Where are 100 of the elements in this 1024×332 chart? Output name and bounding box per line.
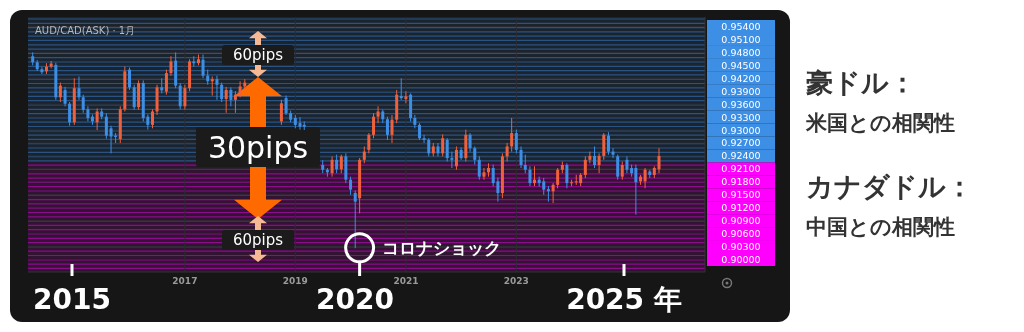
candlestick (201, 54, 205, 79)
candlestick (68, 101, 72, 127)
candlestick (128, 66, 132, 91)
candlestick (657, 147, 661, 174)
candlestick (505, 142, 509, 163)
candlestick (109, 125, 113, 154)
candlestick (482, 167, 486, 181)
candlestick (284, 95, 288, 116)
candlestick (279, 99, 283, 126)
text: 米国との相関性 (805, 111, 955, 135)
candlestick (593, 145, 597, 169)
candlestick (450, 151, 454, 169)
y-tick-label: 0.92700 (721, 137, 761, 149)
candlestick (169, 55, 173, 77)
y-tick-label: 0.92100 (721, 163, 761, 175)
candlestick (523, 154, 527, 174)
candlestick (376, 105, 380, 124)
candlestick (528, 165, 532, 187)
candlestick (224, 86, 228, 114)
candlestick (473, 145, 477, 166)
candlestick (519, 145, 523, 169)
y-tick-label: 0.90000 (721, 253, 761, 265)
candlestick (372, 112, 376, 139)
candlestick (422, 134, 426, 144)
candlestick (63, 86, 67, 107)
candlestick (220, 82, 224, 103)
text: カナダドル： (806, 171, 973, 202)
annotation: コロナショック (381, 237, 501, 258)
text: 中国との相関性 (806, 215, 955, 239)
candlestick (634, 164, 638, 216)
candlestick (441, 133, 445, 157)
candlestick (514, 129, 518, 154)
candlestick (464, 129, 468, 163)
y-tick-label: 0.94500 (721, 59, 761, 71)
candlestick (77, 76, 81, 101)
annotation: 30pips (207, 129, 309, 165)
y-tick-label: 0.94200 (721, 72, 761, 84)
candlestick (339, 154, 343, 174)
candlestick (399, 77, 403, 101)
candlestick (151, 108, 155, 129)
candlestick (445, 137, 449, 163)
candlestick (583, 155, 587, 179)
y-tick-label: 0.95400 (721, 20, 761, 32)
candlestick (81, 94, 85, 114)
annotation: 60pips (232, 46, 284, 65)
candlestick (353, 189, 357, 249)
y-tick-label: 0.94800 (721, 46, 761, 58)
text: 2015 (33, 283, 111, 316)
candlestick (385, 116, 389, 141)
candlestick (40, 66, 44, 75)
candlestick (606, 131, 610, 156)
y-tick-label: 0.93600 (721, 98, 761, 110)
candlestick (390, 114, 394, 144)
candlestick (602, 132, 606, 161)
candlestick (588, 151, 592, 164)
candlestick (215, 75, 219, 101)
candlestick (565, 162, 569, 189)
candlestick (164, 69, 168, 96)
y-tick-label: 0.92400 (721, 150, 761, 162)
candlestick (556, 167, 560, 189)
candlestick (551, 182, 555, 204)
candlestick (454, 145, 458, 171)
candlestick (95, 107, 99, 131)
y-tick-label: 0.90900 (721, 215, 761, 227)
candlestick (510, 117, 514, 153)
y-tick-label: 0.90300 (721, 241, 761, 253)
candlestick (104, 112, 108, 140)
y-tick-label: 0.93000 (721, 124, 761, 136)
candlestick (367, 132, 371, 154)
annotation: 60pips (232, 231, 284, 250)
y-tick-label: 0.93900 (721, 85, 761, 97)
candlestick (178, 82, 182, 110)
text: 2020 (316, 283, 394, 316)
candlestick (616, 154, 620, 181)
candlestick (611, 147, 615, 159)
candlestick (436, 142, 440, 157)
candlestick (330, 155, 334, 178)
candlestick (468, 132, 472, 153)
text: 豪ドル： (806, 67, 916, 98)
candlestick (298, 116, 302, 131)
x-tick-label: 2021 (393, 276, 419, 286)
text: 2025 年 (566, 283, 682, 316)
candlestick (210, 76, 214, 97)
candlestick (620, 161, 624, 181)
y-tick-label: 0.90600 (721, 228, 761, 240)
candlestick (229, 86, 233, 107)
text: AUD/CAD(ASK) · 1月 (35, 25, 136, 36)
y-tick-label: 0.91800 (721, 176, 761, 188)
candlestick (132, 84, 136, 111)
candlestick (192, 55, 196, 68)
y-tick-label: 0.95100 (721, 33, 761, 45)
candlestick (344, 152, 348, 184)
candlestick (49, 60, 53, 69)
y-tick-label: 0.91200 (721, 202, 761, 214)
candlestick (335, 154, 339, 174)
x-tick-label: 2019 (282, 276, 308, 286)
candlestick (574, 174, 578, 186)
candlestick (404, 90, 408, 104)
candlestick (533, 165, 536, 187)
candlestick (597, 152, 601, 174)
